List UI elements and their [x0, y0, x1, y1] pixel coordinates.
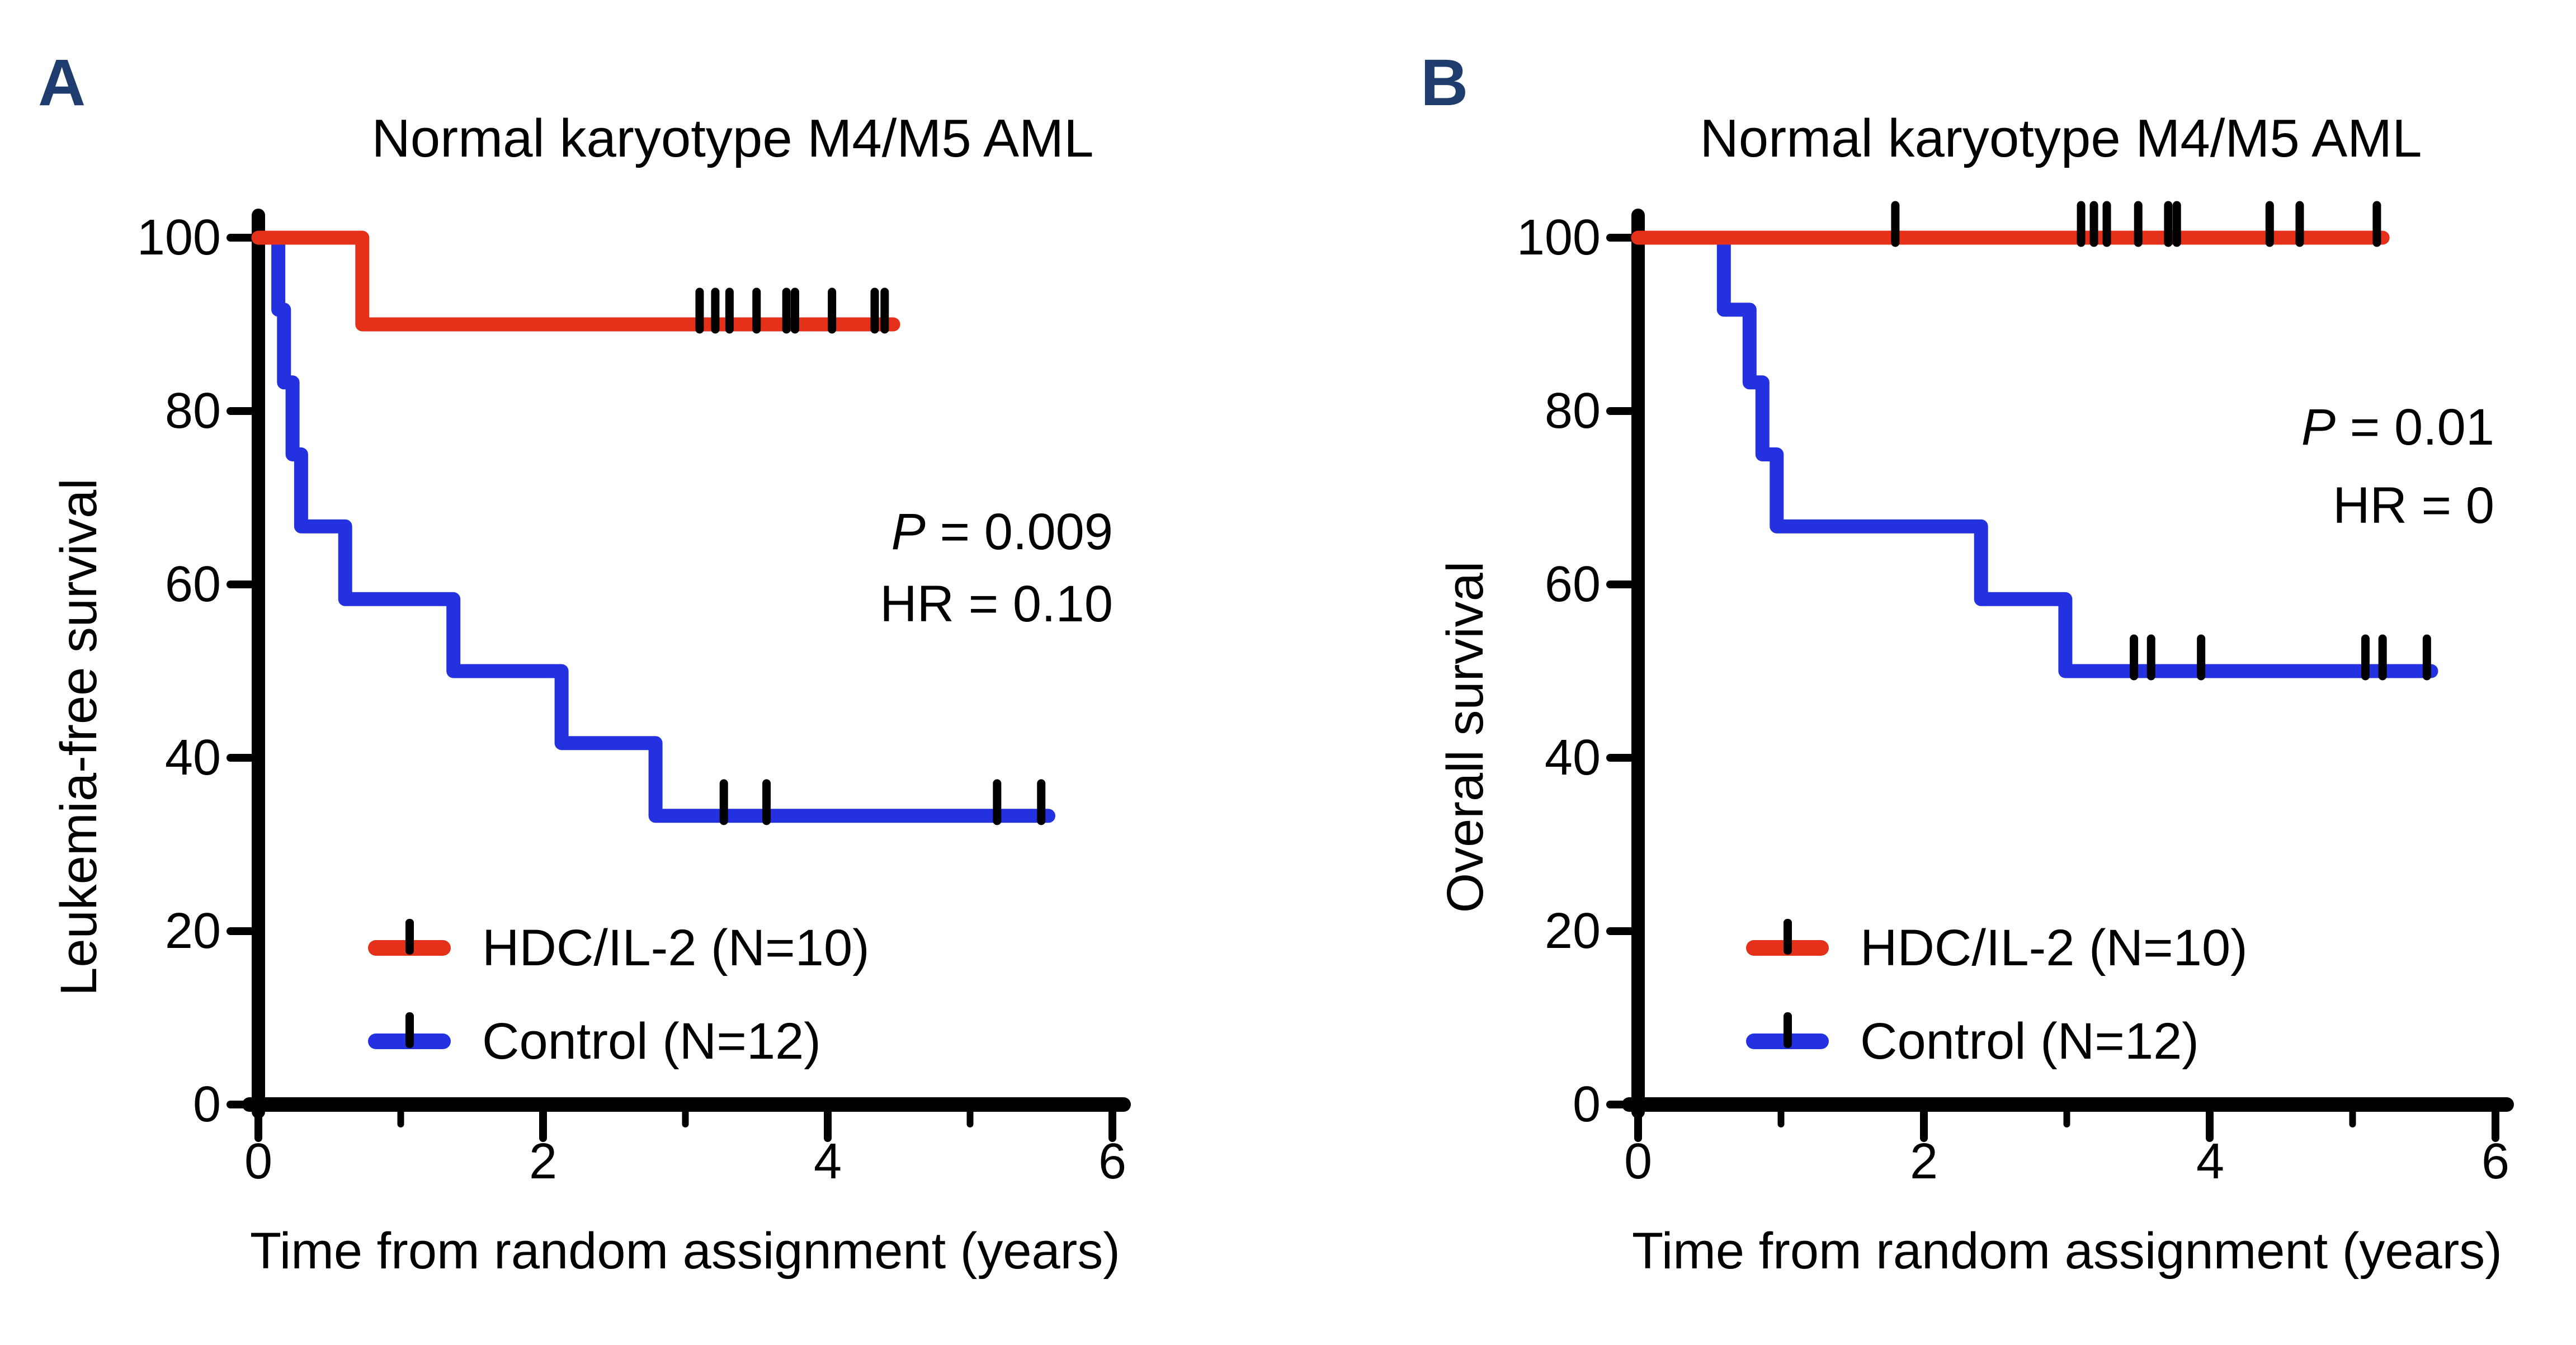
x-tick-label: 0	[244, 1134, 273, 1190]
panel-a-letter: A	[38, 46, 86, 120]
p-symbol: P	[891, 503, 926, 560]
y-tick-label: 60	[1544, 556, 1601, 612]
legend-label-control: Control (N=12)	[1860, 1013, 2199, 1070]
y-tick-label: 40	[164, 730, 221, 786]
censor-tick-icon	[1784, 919, 1792, 955]
y-tick-label: 20	[164, 903, 221, 959]
survival-curve-control	[251, 230, 1055, 823]
panel-b-x-axis-label: Time from random assignment (years)	[1632, 1223, 2502, 1280]
x-tick-label: 0	[1624, 1134, 1653, 1190]
panel-b-p-value: P = 0.01	[1997, 397, 2494, 457]
x-tick-label: 2	[529, 1134, 558, 1190]
y-tick-label: 0	[1572, 1077, 1601, 1132]
panel-b-letter: B	[1421, 46, 1469, 120]
legend-label-control: Control (N=12)	[482, 1013, 821, 1070]
panel-b-hazard-ratio: HR = 0	[2333, 477, 2494, 534]
censor-tick-icon	[1784, 1012, 1792, 1048]
y-tick-label: 60	[164, 556, 221, 612]
p-value-text: = 0.009	[925, 503, 1113, 560]
x-tick-label: 6	[1098, 1134, 1127, 1190]
x-tick-label: 4	[2196, 1134, 2225, 1190]
x-tick-label: 4	[813, 1134, 842, 1190]
y-tick-label: 20	[1544, 903, 1601, 959]
x-tick-label: 6	[2481, 1134, 2510, 1190]
y-tick-label: 0	[192, 1077, 221, 1132]
legend-label-hdc-il2: HDC/IL-2 (N=10)	[1860, 919, 2248, 976]
panel-a-title: Normal karyotype M4/M5 AML	[371, 108, 1094, 168]
censor-tick-icon	[405, 1012, 414, 1048]
y-tick-label: 100	[136, 210, 221, 266]
survival-curve-hdc-il2	[251, 230, 900, 332]
legend-swatch-hdc-il2	[1746, 919, 1829, 956]
legend-swatch-hdc-il2	[368, 919, 451, 956]
survival-curve-control	[1631, 230, 2438, 678]
p-symbol: P	[2301, 399, 2336, 456]
x-tick-label: 2	[1909, 1134, 1938, 1190]
y-tick-label: 80	[1544, 383, 1601, 439]
legend-label-hdc-il2: HDC/IL-2 (N=10)	[482, 919, 870, 976]
censor-tick-icon	[405, 919, 414, 955]
p-value-text: = 0.01	[2336, 399, 2494, 456]
panel-a-p-value: P = 0.009	[615, 502, 1113, 562]
panel-a-hazard-ratio: HR = 0.10	[880, 575, 1113, 633]
panel-a-x-axis-label: Time from random assignment (years)	[250, 1223, 1120, 1280]
y-tick-label: 100	[1516, 210, 1601, 266]
y-tick-label: 80	[164, 383, 221, 439]
legend-swatch-control	[368, 1012, 451, 1049]
legend-swatch-control	[1746, 1012, 1829, 1049]
panel-b-title: Normal karyotype M4/M5 AML	[1700, 108, 2422, 168]
y-tick-label: 40	[1544, 730, 1601, 786]
